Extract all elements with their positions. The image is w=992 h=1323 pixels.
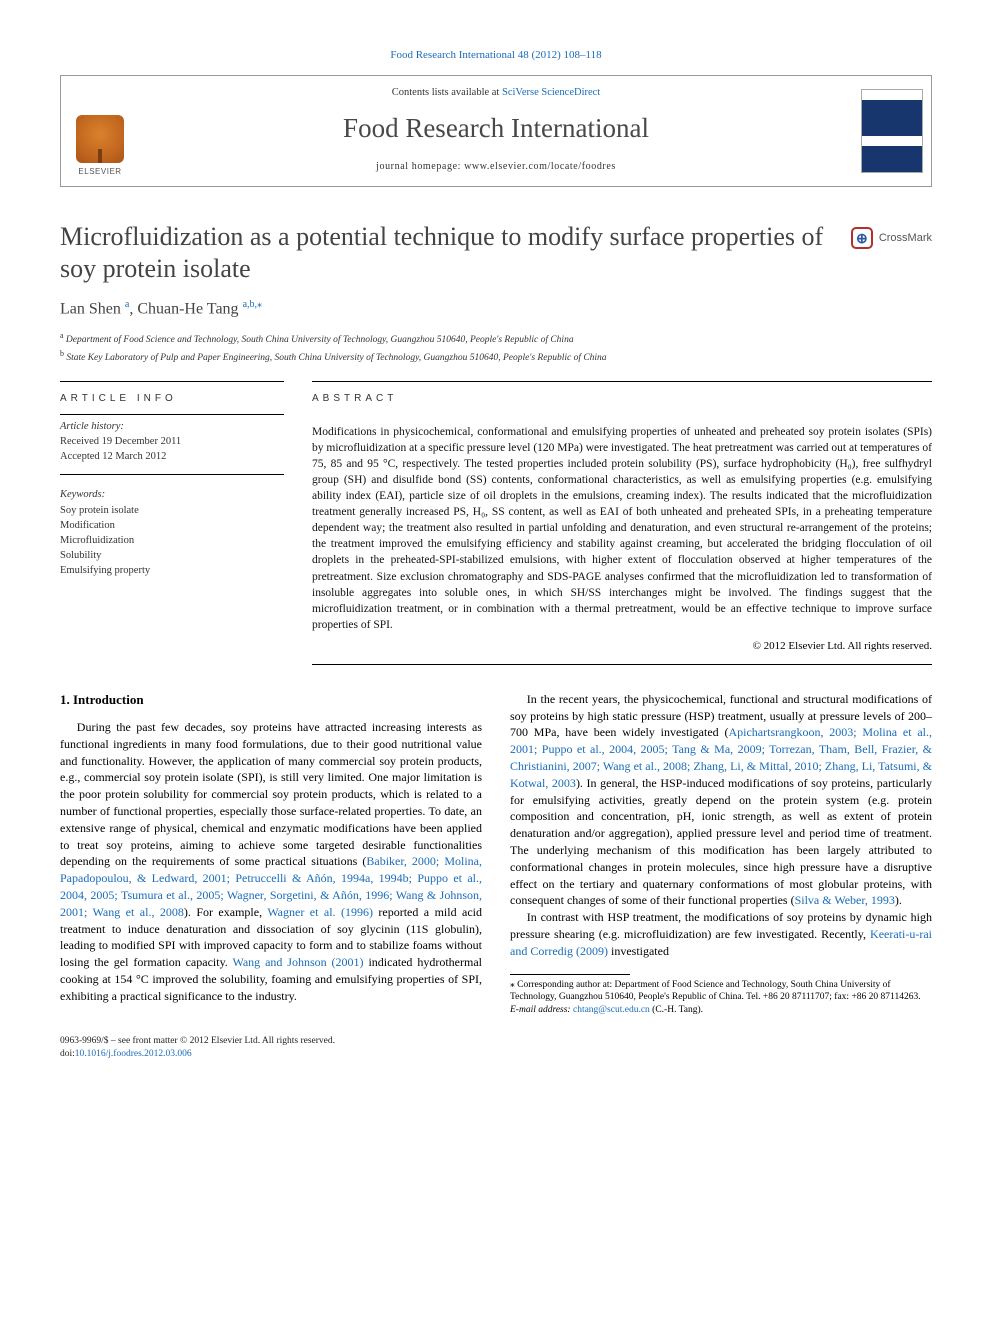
abstract-copyright: © 2012 Elsevier Ltd. All rights reserved…: [312, 639, 932, 654]
citation-link[interactable]: Wang and Johnson (2001): [232, 955, 363, 969]
article-title: Microfluidization as a potential techniq…: [60, 221, 833, 284]
cover-thumb-cell: [853, 76, 931, 186]
contents-available-line: Contents lists available at SciVerse Sci…: [147, 86, 845, 100]
keyword: Solubility: [60, 548, 284, 563]
sciencedirect-link[interactable]: SciVerse ScienceDirect: [502, 87, 600, 98]
journal-reference-link[interactable]: Food Research International 48 (2012) 10…: [390, 49, 601, 61]
journal-header-center: Contents lists available at SciVerse Sci…: [139, 76, 853, 186]
intro-paragraph-2: In the recent years, the physicochemical…: [510, 691, 932, 909]
contents-prefix: Contents lists available at: [392, 87, 502, 98]
citation-link[interactable]: Wagner et al. (1996): [267, 905, 373, 919]
journal-reference: Food Research International 48 (2012) 10…: [60, 48, 932, 63]
affiliation-a: a Department of Food Science and Technol…: [60, 330, 932, 347]
accepted-date: Accepted 12 March 2012: [60, 449, 284, 464]
crossmark-icon: ⊕: [851, 227, 873, 249]
corresponding-email-link[interactable]: chtang@scut.edu.cn: [573, 1005, 650, 1015]
abstract-heading: abstract: [312, 382, 932, 414]
homepage-label: journal homepage:: [376, 161, 464, 172]
publisher-logo-cell: ELSEVIER: [61, 76, 139, 186]
rule: [60, 474, 284, 475]
doi-line: doi:10.1016/j.foodres.2012.03.006: [60, 1048, 932, 1061]
footnotes: ⁎ Corresponding author at: Department of…: [510, 979, 932, 1017]
journal-header: ELSEVIER Contents lists available at Sci…: [60, 75, 932, 187]
email-label: E-mail address:: [510, 1005, 571, 1015]
journal-homepage-line: journal homepage: www.elsevier.com/locat…: [147, 160, 845, 174]
crossmark-label: CrossMark: [879, 231, 932, 246]
article-info-column: article info Article history: Received 1…: [60, 381, 284, 665]
body-two-column: 1. Introduction During the past few deca…: [60, 691, 932, 1017]
keyword: Microfluidization: [60, 533, 284, 548]
issn-copyright-line: 0963-9969/$ – see front matter © 2012 El…: [60, 1035, 932, 1048]
elsevier-logo: ELSEVIER: [76, 115, 124, 178]
footnote-rule: [510, 974, 630, 975]
abstract-text: Modifications in physicochemical, confor…: [312, 414, 932, 633]
author-1: Lan Shen: [60, 301, 121, 318]
rule: [60, 414, 284, 415]
doi-link[interactable]: 10.1016/j.foodres.2012.03.006: [75, 1049, 192, 1059]
affiliation-b: b State Key Laboratory of Pulp and Paper…: [60, 348, 932, 365]
journal-name: Food Research International: [147, 110, 845, 146]
section-1-heading: 1. Introduction: [60, 691, 482, 709]
elsevier-wordmark: ELSEVIER: [78, 167, 121, 178]
footer-meta: 0963-9969/$ – see front matter © 2012 El…: [60, 1035, 932, 1061]
abstract-column: abstract Modifications in physicochemica…: [312, 381, 932, 665]
keyword: Soy protein isolate: [60, 503, 284, 518]
keywords-heading: Keywords:: [60, 487, 284, 502]
crossmark-badge[interactable]: ⊕ CrossMark: [851, 227, 932, 249]
author-1-affil-link[interactable]: a: [125, 299, 129, 310]
intro-paragraph-3: In contrast with HSP treatment, the modi…: [510, 909, 932, 959]
email-line: E-mail address: chtang@scut.edu.cn (C.-H…: [510, 1004, 932, 1017]
homepage-url[interactable]: www.elsevier.com/locate/foodres: [464, 161, 616, 172]
email-attribution: (C.-H. Tang).: [652, 1005, 703, 1015]
citation-link[interactable]: Silva & Weber, 1993: [795, 893, 895, 907]
corresponding-author-note: ⁎ Corresponding author at: Department of…: [510, 979, 932, 1005]
author-2: Chuan-He Tang: [137, 301, 238, 318]
journal-cover-thumbnail: [861, 89, 923, 173]
rule: [312, 664, 932, 665]
keyword: Emulsifying property: [60, 563, 284, 578]
article-history-heading: Article history:: [60, 419, 284, 434]
affiliations: a Department of Food Science and Technol…: [60, 330, 932, 365]
received-date: Received 19 December 2011: [60, 434, 284, 449]
author-2-affil-link[interactable]: a,b,: [243, 299, 257, 310]
authors-line: Lan Shen a, Chuan-He Tang a,b,⁎: [60, 298, 932, 320]
article-info-heading: article info: [60, 382, 284, 414]
author-2-corr-link[interactable]: ⁎: [257, 299, 262, 310]
keyword: Modification: [60, 518, 284, 533]
intro-paragraph-1: During the past few decades, soy protein…: [60, 719, 482, 1005]
elsevier-tree-icon: [76, 115, 124, 163]
